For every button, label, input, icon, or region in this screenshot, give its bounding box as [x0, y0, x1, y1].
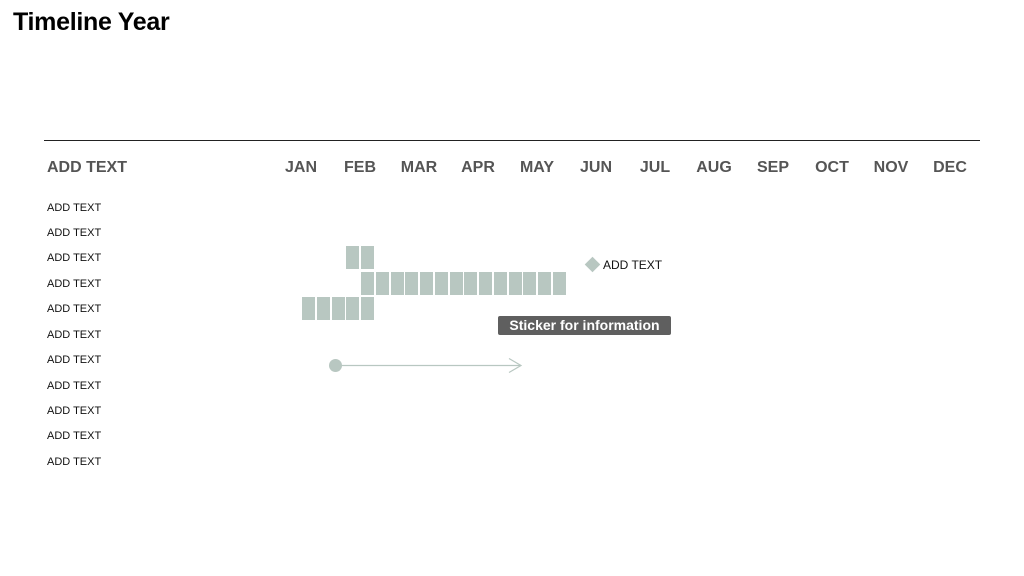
month-feb: FEB	[344, 159, 376, 176]
month-may: MAY	[519, 159, 555, 176]
row-label: ADD TEXT	[47, 278, 102, 290]
gantt-cell	[346, 297, 359, 320]
month-apr: APR	[461, 159, 495, 176]
info-sticker: Sticker for information	[498, 316, 671, 335]
gantt-cell	[509, 272, 522, 295]
gantt-cell	[361, 297, 374, 320]
page-title: Timeline Year	[13, 8, 170, 36]
month-oct: OCT	[815, 159, 849, 176]
gantt-cell	[435, 272, 448, 295]
gantt-cell	[420, 272, 433, 295]
row-label: ADD TEXT	[47, 430, 102, 442]
row-label: ADD TEXT	[47, 456, 102, 468]
gantt-cell	[346, 246, 359, 269]
row-label: ADD TEXT	[47, 380, 102, 392]
month-mar: MAR	[400, 159, 438, 176]
arrow-head-icon	[508, 357, 523, 374]
gantt-cell	[361, 272, 374, 295]
row-label: ADD TEXT	[47, 329, 102, 341]
gantt-cell	[376, 272, 389, 295]
gantt-cell	[538, 272, 551, 295]
month-sep: SEP	[756, 159, 789, 176]
month-nov: NOV	[873, 159, 909, 176]
gantt-cell	[523, 272, 536, 295]
row-label: ADD TEXT	[47, 405, 102, 417]
gantt-cell	[450, 272, 463, 295]
gantt-cell	[479, 272, 492, 295]
gantt-cell	[332, 297, 345, 320]
row-label: ADD TEXT	[47, 227, 102, 239]
row-label: ADD TEXT	[47, 354, 102, 366]
timeline-header-label: ADD TEXT	[47, 159, 127, 176]
milestone-label: ADD TEXT	[603, 258, 663, 272]
row-label: ADD TEXT	[47, 202, 102, 214]
month-jun: JUN	[579, 159, 612, 176]
row-label: ADD TEXT	[47, 303, 102, 315]
month-aug: AUG	[696, 159, 732, 176]
gantt-cell	[391, 272, 404, 295]
gantt-cell	[361, 246, 374, 269]
gantt-cell	[553, 272, 566, 295]
month-jul: JUL	[639, 159, 671, 176]
month-jan: JAN	[284, 159, 317, 176]
gantt-cell	[302, 297, 315, 320]
month-dec: DEC	[933, 159, 967, 176]
gantt-cell	[494, 272, 507, 295]
gantt-cell	[317, 297, 330, 320]
arrow-start-dot	[329, 359, 342, 372]
gantt-cell	[405, 272, 418, 295]
row-label: ADD TEXT	[47, 252, 102, 264]
gantt-cell	[464, 272, 477, 295]
header-divider	[44, 140, 980, 141]
